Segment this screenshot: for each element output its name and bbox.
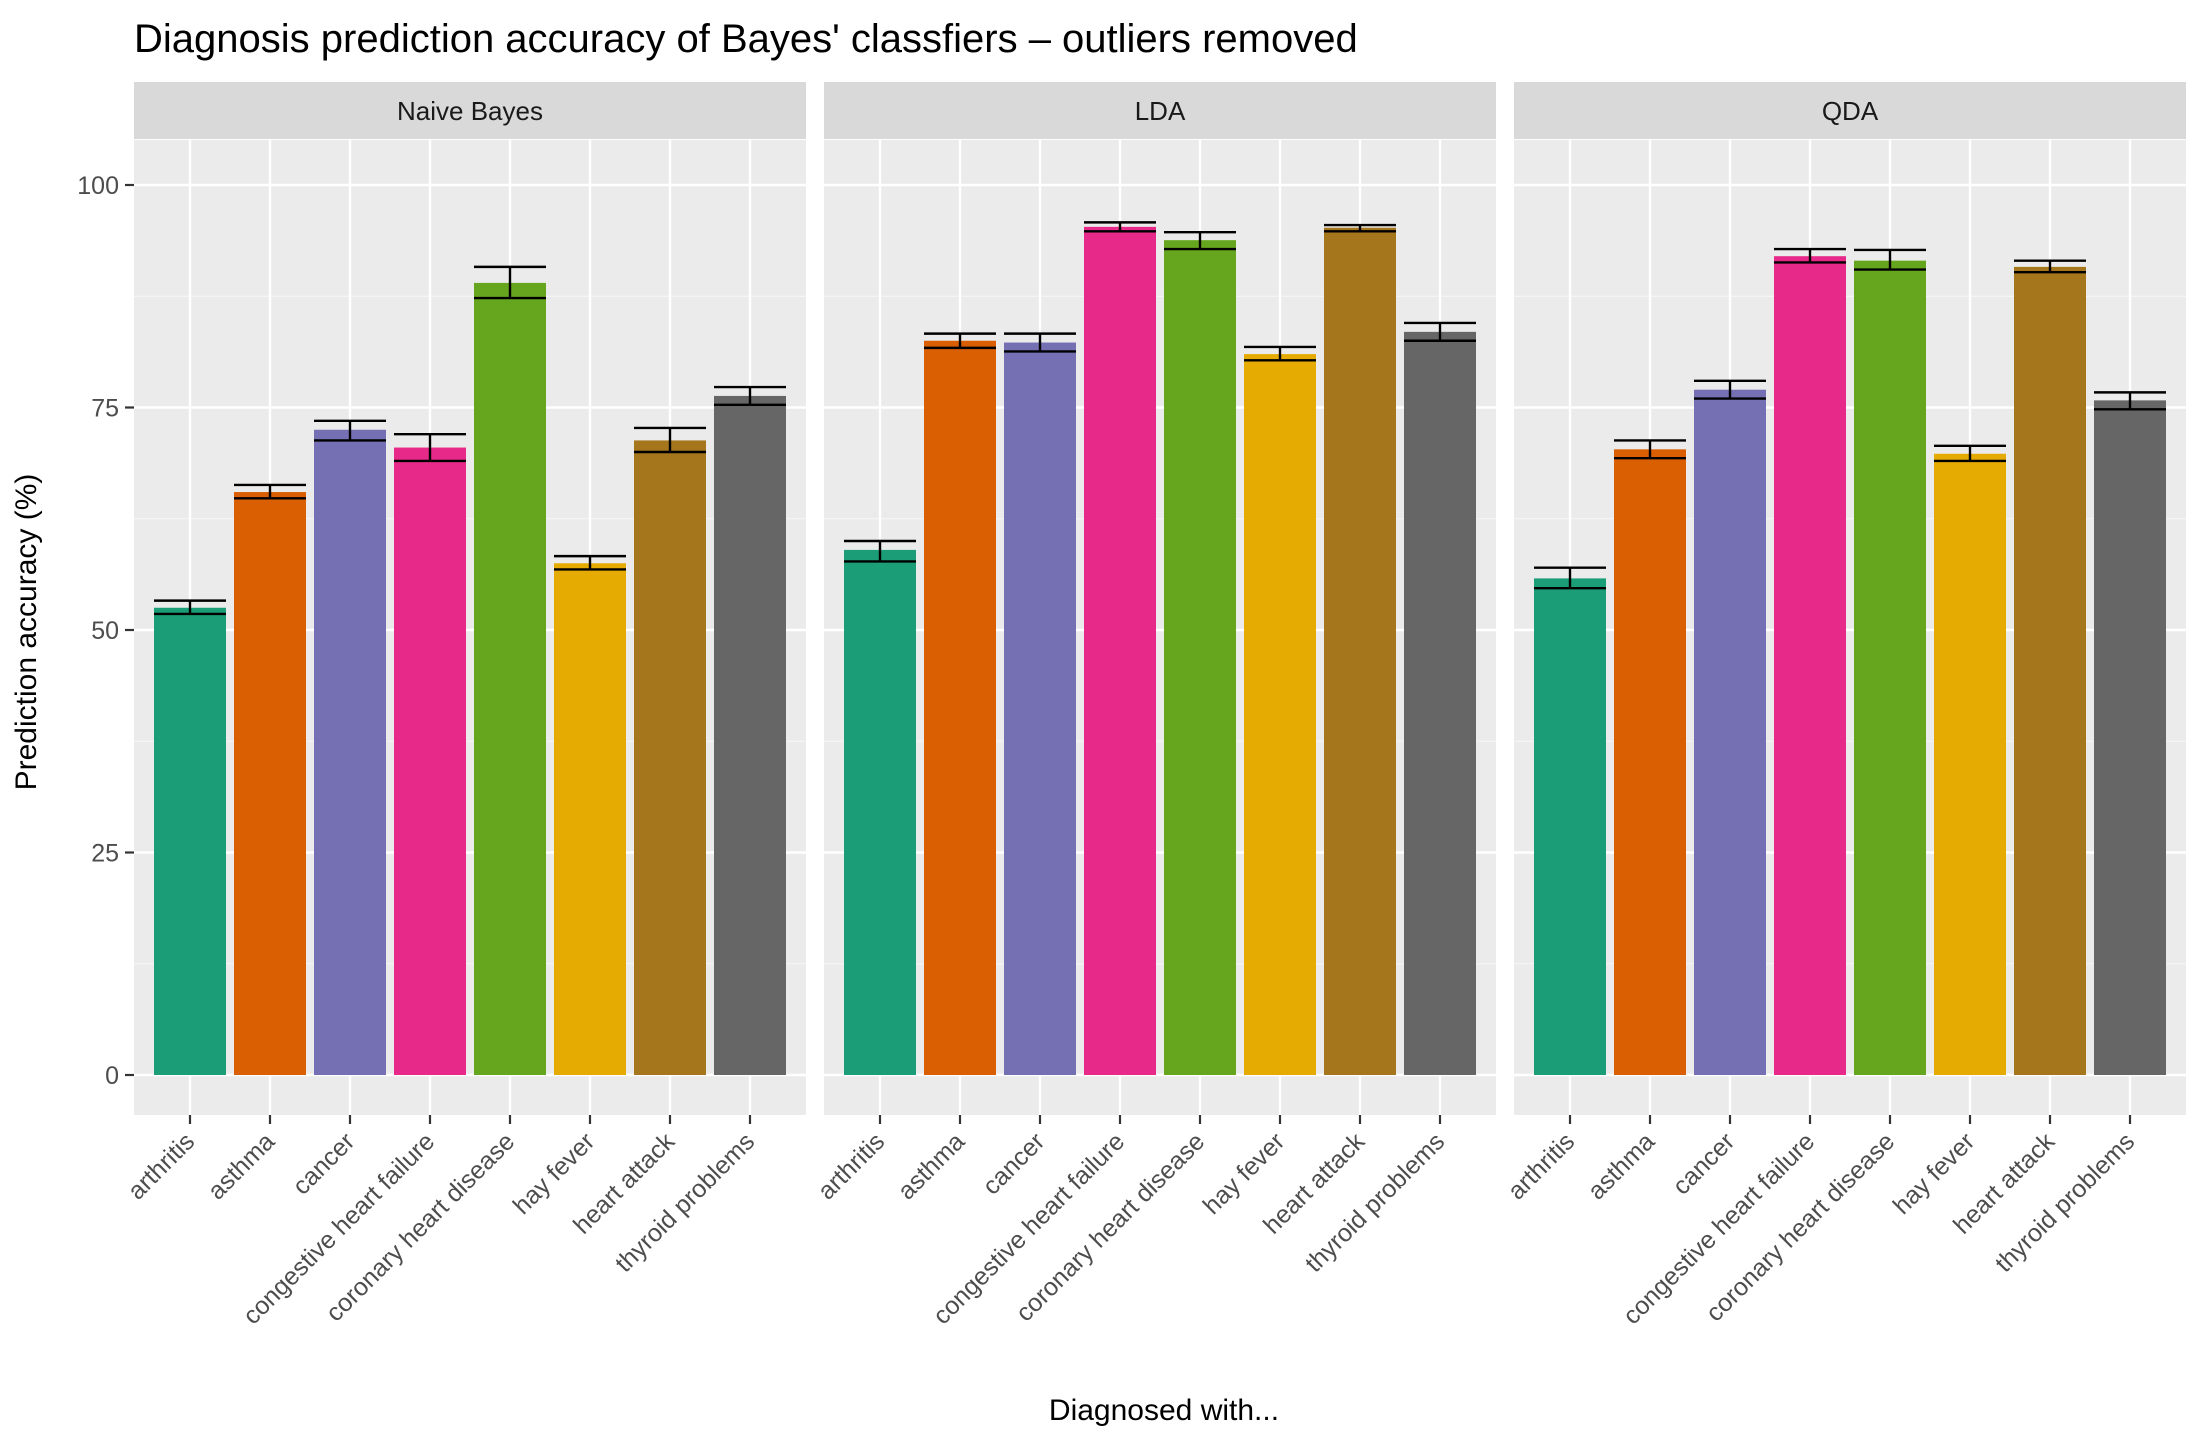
error-bar [1534, 566, 1606, 590]
bar [314, 429, 386, 1075]
bar [1534, 578, 1606, 1075]
y-tick-label: 50 [91, 617, 119, 645]
bar [554, 563, 626, 1075]
y-axis: 0 25 50 75 100 [77, 172, 134, 1090]
bar [1084, 226, 1156, 1075]
x-axis-title: Diagnosed with... [1049, 1394, 1279, 1427]
error-bar [1614, 439, 1686, 460]
error-bar [1324, 223, 1396, 233]
bar [1774, 256, 1846, 1075]
bar [1614, 449, 1686, 1076]
bar [924, 340, 996, 1075]
error-bar [1084, 221, 1156, 233]
facet-label: LDA [1135, 96, 1186, 126]
error-bar [1854, 248, 1926, 271]
error-bar [394, 433, 466, 463]
bar [2094, 400, 2166, 1075]
y-tick-label: 75 [91, 395, 119, 423]
bar [394, 447, 466, 1075]
bar [234, 492, 306, 1075]
bar [1854, 260, 1926, 1075]
bar [1404, 331, 1476, 1076]
chart-title: Diagnosis prediction accuracy of Bayes' … [134, 17, 1358, 61]
bar [154, 607, 226, 1075]
bar [2014, 266, 2086, 1075]
facet-label: QDA [1822, 96, 1879, 126]
bar [1244, 354, 1316, 1076]
y-tick-label: 100 [77, 172, 119, 200]
facet-strip [824, 82, 1496, 139]
error-bar [924, 332, 996, 350]
facet-strip [1514, 82, 2186, 139]
error-bar [1164, 230, 1236, 251]
error-bar [714, 385, 786, 407]
error-bar [2094, 391, 2166, 411]
bar [1164, 240, 1236, 1075]
bar [1004, 342, 1076, 1075]
error-bar [634, 426, 706, 454]
error-bar [1404, 321, 1476, 342]
error-bar [1694, 379, 1766, 400]
bar [1324, 227, 1396, 1076]
bar [634, 440, 706, 1075]
error-bar [1244, 345, 1316, 362]
y-axis-title: Prediction accuracy (%) [10, 474, 43, 791]
bar [1694, 389, 1766, 1075]
bar [1934, 453, 2006, 1075]
facet-strip [134, 82, 806, 139]
error-bar [234, 483, 306, 500]
bar [474, 282, 546, 1075]
error-bar [1934, 444, 2006, 463]
error-bar [474, 265, 546, 300]
error-bar [2014, 259, 2086, 274]
error-bar [1774, 247, 1846, 264]
y-tick-label: 25 [91, 840, 119, 868]
y-tick-label: 0 [105, 1062, 119, 1090]
error-bar [154, 599, 226, 616]
error-bar [314, 419, 386, 442]
facet-label: Naive Bayes [397, 96, 543, 126]
error-bar [844, 539, 916, 563]
error-bar [1004, 332, 1076, 353]
bar [844, 549, 916, 1075]
bar [714, 395, 786, 1075]
error-bar [554, 554, 626, 571]
